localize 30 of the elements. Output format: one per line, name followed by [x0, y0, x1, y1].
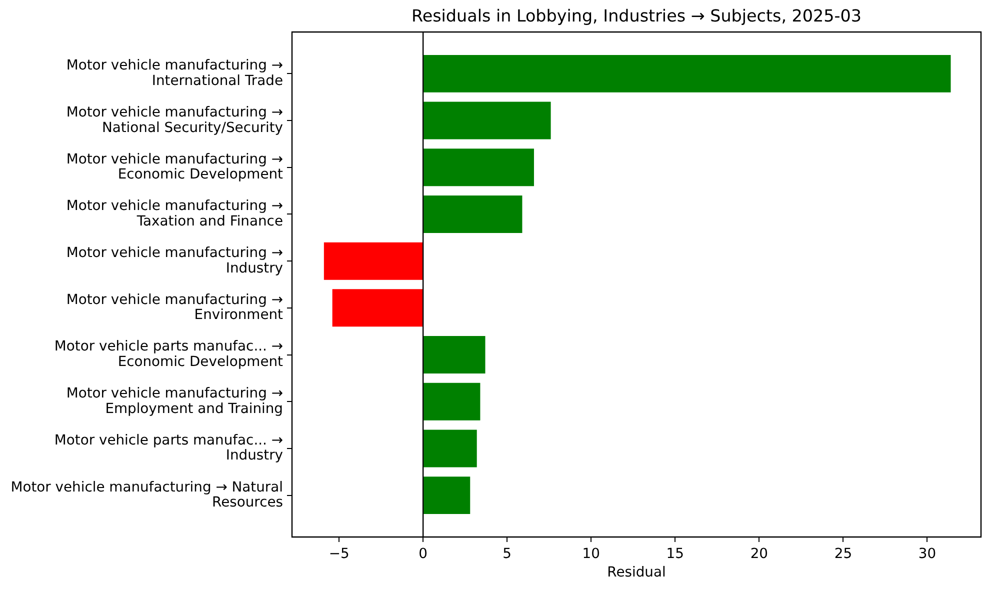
x-tick-label: 15: [666, 546, 684, 562]
chart-title: Residuals in Lobbying, Industries → Subjects, 2025-03: [411, 5, 862, 26]
x-tick-label: 5: [502, 546, 512, 562]
y-tick-label: Motor vehicle parts manufac... → Economic Development: [54, 338, 284, 370]
bar: [424, 148, 534, 186]
x-tick-label: 25: [834, 546, 852, 562]
x-tick-label: 30: [918, 546, 936, 562]
bar: [424, 382, 480, 420]
bar: [424, 54, 951, 92]
x-tick-label: −5: [328, 546, 350, 562]
y-tick-label: Motor vehicle manufacturing → Employment and Training: [66, 386, 283, 417]
bar: [332, 289, 423, 327]
bar: [424, 195, 522, 233]
x-tick-label: 20: [750, 546, 768, 562]
x-axis-title: Residual: [607, 564, 666, 580]
y-tick-label: Motor vehicle manufacturing → Industry: [66, 245, 283, 276]
bar: [424, 476, 470, 514]
y-tick-label: Motor vehicle manufacturing → Environment: [66, 292, 284, 324]
x-tick-label: 0: [418, 546, 428, 562]
y-tick-label: Motor vehicle manufacturing → International Trade: [66, 58, 283, 89]
x-tick-label: 10: [582, 546, 600, 562]
bar: [424, 102, 551, 140]
y-tick-label: Motor vehicle manufacturing → National Security/Security: [66, 104, 283, 136]
y-tick-label: Motor vehicle manufacturing → Economic Development: [66, 151, 284, 183]
bar: [424, 336, 486, 374]
y-tick-label: Motor vehicle manufacturing → Natural Resources: [10, 479, 283, 511]
y-tick-label: Motor vehicle manufacturing → Taxation and Finance: [66, 198, 283, 230]
bar: [424, 430, 477, 468]
y-tick-label: Motor vehicle parts manufac... → Industry: [54, 432, 283, 464]
bar: [324, 242, 423, 280]
